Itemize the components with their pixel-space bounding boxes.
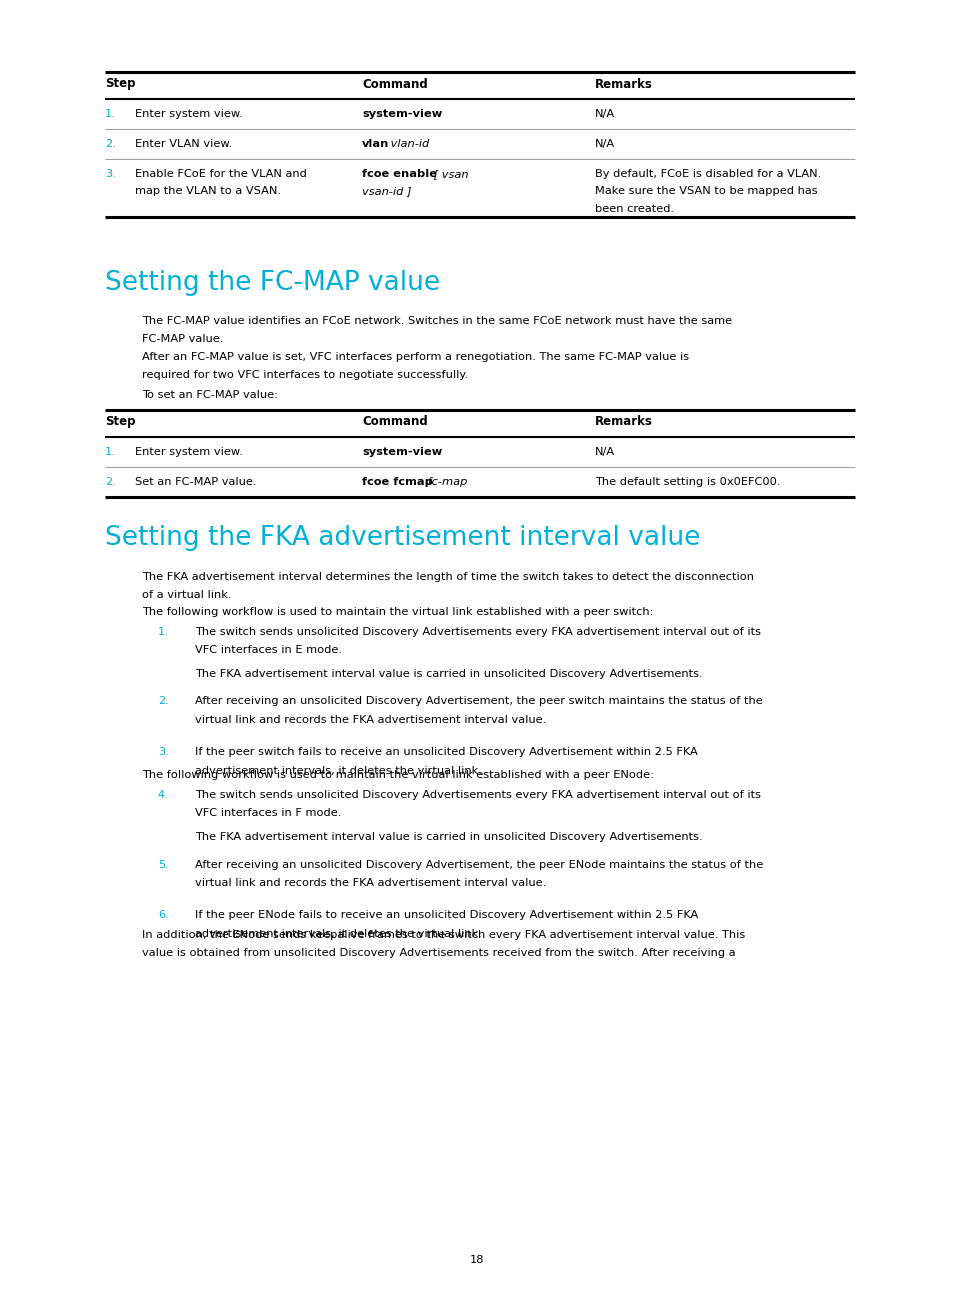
Text: fc-map: fc-map xyxy=(423,477,466,487)
Text: Remarks: Remarks xyxy=(595,416,652,429)
Text: fcoe fcmap: fcoe fcmap xyxy=(361,477,433,487)
Text: advertisement intervals, it deletes the virtual link.: advertisement intervals, it deletes the … xyxy=(194,929,481,940)
Text: The FC-MAP value identifies an FCoE network. Switches in the same FCoE network m: The FC-MAP value identifies an FCoE netw… xyxy=(142,316,731,327)
Text: By default, FCoE is disabled for a VLAN.: By default, FCoE is disabled for a VLAN. xyxy=(595,168,821,179)
Text: Enter system view.: Enter system view. xyxy=(135,447,242,457)
Text: Enable FCoE for the VLAN and: Enable FCoE for the VLAN and xyxy=(135,168,307,179)
Text: 2.: 2. xyxy=(158,696,169,706)
Text: 5.: 5. xyxy=(158,859,169,870)
Text: value is obtained from unsolicited Discovery Advertisements received from the sw: value is obtained from unsolicited Disco… xyxy=(142,949,735,959)
Text: The FKA advertisement interval value is carried in unsolicited Discovery Adverti: The FKA advertisement interval value is … xyxy=(194,669,702,679)
Text: 6.: 6. xyxy=(158,911,169,920)
Text: map the VLAN to a VSAN.: map the VLAN to a VSAN. xyxy=(135,187,281,197)
Text: After receiving an unsolicited Discovery Advertisement, the peer ENode maintains: After receiving an unsolicited Discovery… xyxy=(194,859,762,870)
Text: If the peer switch fails to receive an unsolicited Discovery Advertisement withi: If the peer switch fails to receive an u… xyxy=(194,748,697,757)
Text: Command: Command xyxy=(361,416,427,429)
Text: The switch sends unsolicited Discovery Advertisements every FKA advertisement in: The switch sends unsolicited Discovery A… xyxy=(194,791,760,800)
Text: The FKA advertisement interval value is carried in unsolicited Discovery Adverti: The FKA advertisement interval value is … xyxy=(194,832,702,842)
Text: The following workflow is used to maintain the virtual link established with a p: The following workflow is used to mainta… xyxy=(142,770,654,780)
Text: The FKA advertisement interval determines the length of time the switch takes to: The FKA advertisement interval determine… xyxy=(142,572,753,582)
Text: virtual link and records the FKA advertisement interval value.: virtual link and records the FKA adverti… xyxy=(194,877,546,888)
Text: N/A: N/A xyxy=(595,447,615,457)
Text: Remarks: Remarks xyxy=(595,78,652,91)
Text: of a virtual link.: of a virtual link. xyxy=(142,591,232,600)
Text: vlan: vlan xyxy=(361,139,389,149)
Text: virtual link and records the FKA advertisement interval value.: virtual link and records the FKA adverti… xyxy=(194,715,546,724)
Text: 2.: 2. xyxy=(105,139,115,149)
Text: To set an FC-MAP value:: To set an FC-MAP value: xyxy=(142,390,277,400)
Text: The switch sends unsolicited Discovery Advertisements every FKA advertisement in: The switch sends unsolicited Discovery A… xyxy=(194,627,760,638)
Text: 2.: 2. xyxy=(105,477,115,487)
Text: fcoe enable: fcoe enable xyxy=(361,168,436,179)
Text: 3.: 3. xyxy=(158,748,169,757)
Text: required for two VFC interfaces to negotiate successfully.: required for two VFC interfaces to negot… xyxy=(142,371,468,381)
Text: N/A: N/A xyxy=(595,109,615,119)
Text: The default setting is 0x0EFC00.: The default setting is 0x0EFC00. xyxy=(595,477,780,487)
Text: system-view: system-view xyxy=(361,447,442,457)
Text: advertisement intervals, it deletes the virtual link.: advertisement intervals, it deletes the … xyxy=(194,766,481,776)
Text: Setting the FKA advertisement interval value: Setting the FKA advertisement interval v… xyxy=(105,525,700,551)
Text: 1.: 1. xyxy=(105,447,115,457)
Text: [ vsan: [ vsan xyxy=(429,168,468,179)
Text: system-view: system-view xyxy=(361,109,442,119)
Text: 3.: 3. xyxy=(105,168,115,179)
Text: Enter VLAN view.: Enter VLAN view. xyxy=(135,139,232,149)
Text: Set an FC-MAP value.: Set an FC-MAP value. xyxy=(135,477,256,487)
Text: N/A: N/A xyxy=(595,139,615,149)
Text: Step: Step xyxy=(105,416,135,429)
Text: Step: Step xyxy=(105,78,135,91)
Text: 18: 18 xyxy=(469,1255,484,1265)
Text: After receiving an unsolicited Discovery Advertisement, the peer switch maintain: After receiving an unsolicited Discovery… xyxy=(194,696,762,706)
Text: VFC interfaces in E mode.: VFC interfaces in E mode. xyxy=(194,645,341,656)
Text: VFC interfaces in F mode.: VFC interfaces in F mode. xyxy=(194,809,341,819)
Text: In addition, the ENode sends keepalive frames to the switch every FKA advertisem: In addition, the ENode sends keepalive f… xyxy=(142,931,744,940)
Text: The following workflow is used to maintain the virtual link established with a p: The following workflow is used to mainta… xyxy=(142,607,653,617)
Text: vlan-id: vlan-id xyxy=(386,139,429,149)
Text: Setting the FC-MAP value: Setting the FC-MAP value xyxy=(105,270,439,295)
Text: If the peer ENode fails to receive an unsolicited Discovery Advertisement within: If the peer ENode fails to receive an un… xyxy=(194,911,698,920)
Text: been created.: been created. xyxy=(595,203,674,214)
Text: 1.: 1. xyxy=(158,627,169,638)
Text: After an FC-MAP value is set, VFC interfaces perform a renegotiation. The same F: After an FC-MAP value is set, VFC interf… xyxy=(142,353,688,362)
Text: Command: Command xyxy=(361,78,427,91)
Text: 1.: 1. xyxy=(105,109,115,119)
Text: Enter system view.: Enter system view. xyxy=(135,109,242,119)
Text: Make sure the VSAN to be mapped has: Make sure the VSAN to be mapped has xyxy=(595,187,817,197)
Text: FC-MAP value.: FC-MAP value. xyxy=(142,334,223,345)
Text: vsan-id ]: vsan-id ] xyxy=(361,187,411,197)
Text: 4.: 4. xyxy=(158,791,169,800)
